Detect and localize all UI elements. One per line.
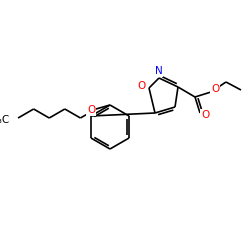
Text: O: O bbox=[87, 105, 95, 115]
Text: N: N bbox=[155, 66, 163, 76]
Text: O: O bbox=[211, 84, 219, 94]
Text: H₃C: H₃C bbox=[0, 115, 9, 125]
Text: O: O bbox=[138, 81, 146, 91]
Text: CH₃: CH₃ bbox=[249, 84, 250, 94]
Text: O: O bbox=[201, 110, 209, 120]
